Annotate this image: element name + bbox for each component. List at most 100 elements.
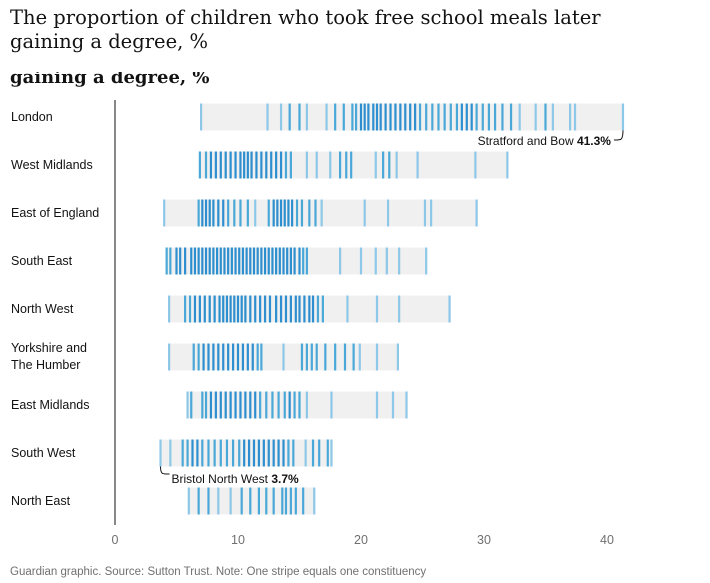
stripe <box>318 439 321 467</box>
stripe <box>493 103 497 131</box>
row-label: South West <box>11 445 76 460</box>
stripe <box>474 151 477 179</box>
stripe <box>233 295 236 323</box>
stripe <box>287 439 290 467</box>
stripe <box>168 295 171 323</box>
stripe <box>305 151 308 179</box>
chart-title: The proportion of children who took free… <box>10 6 601 53</box>
annotation-label: Bristol North West 3.7% <box>172 472 299 486</box>
stripe <box>212 343 215 371</box>
stripe <box>260 151 263 179</box>
stripe <box>346 295 349 323</box>
stripe <box>265 151 268 179</box>
row-label: North East <box>11 493 71 508</box>
annotation-value: 41.3% <box>577 134 611 148</box>
stripe <box>308 199 311 227</box>
stripe <box>263 247 267 275</box>
stripe <box>431 103 434 131</box>
stripe <box>217 343 220 371</box>
stripe <box>168 343 171 371</box>
subtitle-clip: gaining a degree, % <box>10 72 310 88</box>
stripe <box>254 391 257 419</box>
stripe <box>229 487 232 515</box>
stripe <box>313 487 316 515</box>
stripe <box>534 103 537 131</box>
stripe <box>399 103 402 131</box>
stripe <box>184 247 187 275</box>
stripe <box>233 199 236 227</box>
stripe <box>375 103 379 131</box>
stripe <box>227 343 230 371</box>
stripe <box>449 103 452 131</box>
stripe <box>275 247 278 275</box>
stripe <box>190 247 193 275</box>
stripe <box>475 199 478 227</box>
row-band <box>165 247 428 275</box>
stripe <box>284 151 288 179</box>
stripe <box>416 151 419 179</box>
stripe <box>244 295 247 323</box>
stripe <box>388 151 391 179</box>
stripe <box>289 151 292 179</box>
stripe <box>342 103 345 131</box>
stripe <box>246 151 249 179</box>
strip-chart: 0 10 20 30 40 Stratford and Bow 41.3% Bristol … <box>112 100 625 547</box>
stripe <box>192 343 195 371</box>
stripe <box>234 151 237 179</box>
stripe <box>375 391 379 419</box>
stripe <box>291 199 294 227</box>
stripe <box>305 343 308 371</box>
stripe <box>209 151 213 179</box>
stripe <box>470 103 473 131</box>
stripe <box>287 199 290 227</box>
stripe <box>163 199 166 227</box>
stripe <box>418 103 422 131</box>
stripe <box>481 103 484 131</box>
stripe <box>294 295 297 323</box>
stripe <box>374 151 377 179</box>
stripe <box>267 247 270 275</box>
stripe <box>249 295 252 323</box>
stripe <box>257 487 261 515</box>
stripe <box>219 247 222 275</box>
annotation-leader <box>160 466 170 475</box>
stripe <box>259 295 262 323</box>
stripe <box>214 391 217 419</box>
stripe <box>282 439 285 467</box>
row-label: Yorkshire and The Humber <box>11 341 87 372</box>
stripe <box>359 247 363 275</box>
stripe <box>363 199 366 227</box>
stripe <box>262 439 265 467</box>
stripe <box>352 343 355 371</box>
stripe <box>203 295 206 323</box>
stripe <box>266 103 269 131</box>
stripe <box>330 391 333 419</box>
stripe <box>159 439 162 467</box>
row-label: London <box>11 109 53 124</box>
stripe <box>212 199 215 227</box>
stripe <box>272 487 275 515</box>
stripe <box>396 343 399 371</box>
stripe <box>181 439 184 467</box>
stripe <box>241 343 245 371</box>
stripe <box>222 343 225 371</box>
stripe <box>279 199 283 227</box>
stripe <box>289 487 292 515</box>
stripe <box>245 247 248 275</box>
annotation-name: Stratford and Bow <box>478 134 577 148</box>
stripe <box>257 439 261 467</box>
stripe <box>190 391 193 419</box>
stripe <box>238 439 241 467</box>
stripe <box>234 391 237 419</box>
stripe <box>279 151 283 179</box>
stripe <box>256 247 259 275</box>
stripe <box>282 343 285 371</box>
stripe <box>354 103 358 131</box>
stripe <box>551 103 554 131</box>
stripe <box>303 295 306 323</box>
stripe <box>224 151 227 179</box>
stripe <box>282 247 285 275</box>
stripe <box>244 391 247 419</box>
stripe <box>569 103 572 131</box>
stripe <box>374 247 377 275</box>
